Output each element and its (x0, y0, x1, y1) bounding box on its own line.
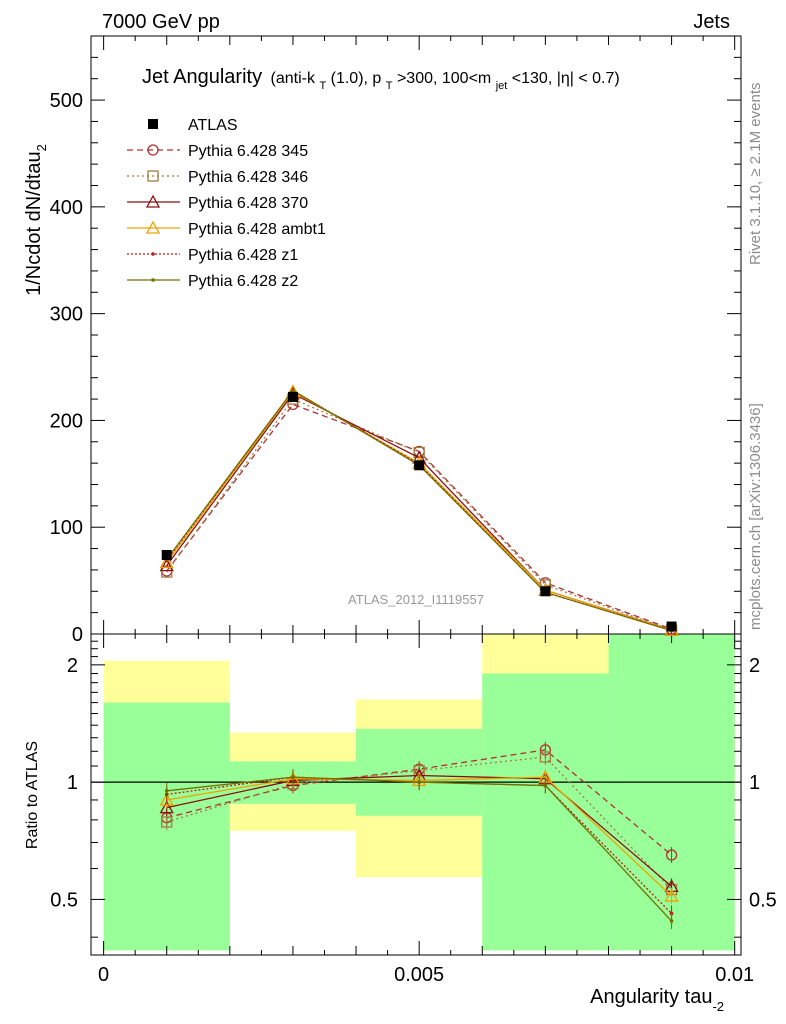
plot-title: Jet Angularity (anti-k T (1.0), p T >300… (142, 66, 620, 93)
ratio-y-tick-label: 0.5 (50, 889, 78, 911)
legend-label-2: Pythia 6.428 370 (188, 195, 308, 212)
legend-label-0: Pythia 6.428 345 (188, 143, 308, 160)
main-plot-series (159, 384, 679, 636)
ratio-series-3-point (664, 888, 679, 902)
x-axis-label-sub: -2 (712, 999, 724, 1014)
main-y-tick-label: 200 (50, 410, 83, 432)
atlas-data-point (666, 621, 677, 632)
header-right: Jets (693, 11, 730, 33)
main-y-tick-label: 500 (50, 90, 83, 112)
ratio-series-1-point (161, 816, 173, 828)
title-detail-mid1: (1.0), p (331, 70, 382, 87)
rivet-label: Rivet 3.1.10, ≥ 2.1M events (747, 83, 764, 266)
ratio-series-3-point (159, 792, 174, 806)
legend-marker-5 (151, 278, 155, 282)
legend-marker-0 (147, 144, 159, 156)
title-detail-sub1: T (319, 80, 326, 92)
title-detail-mid2: >300, 100<m (397, 70, 491, 87)
ratio-series-1-point (539, 751, 552, 763)
main-series-2-point (159, 558, 174, 572)
ratio-y-tick-label: 1 (67, 772, 78, 794)
analysis-watermark: ATLAS_2012_I1119557 (348, 592, 484, 607)
main-y-tick-label: 300 (50, 304, 83, 326)
title-detail-sub3: jet (495, 80, 508, 92)
legend-label-4: Pythia 6.428 z1 (188, 247, 298, 264)
atlas-data-point (287, 391, 298, 402)
inner-band-3 (482, 673, 609, 951)
main-series-5-point (291, 388, 295, 393)
main-y-tick-label: 400 (50, 197, 83, 219)
title-main: Jet Angularity (142, 66, 262, 88)
title-detail-pre: (anti-k (271, 70, 316, 87)
x-axis-label: Angularity tau-2 (590, 986, 724, 1014)
atlas-data-point (540, 586, 551, 597)
uncertainty-bands (103, 634, 735, 951)
ratio-y-axis-label: Ratio to ATLAS (24, 741, 41, 849)
legend-marker-3 (145, 220, 161, 234)
ratio-y-tick-label-right: 2 (749, 655, 760, 677)
atlas-data-point (161, 549, 172, 560)
ratio-series-0-point (665, 849, 678, 861)
legend-marker-1 (147, 170, 159, 182)
main-y-axis-label-sub: 2 (34, 144, 49, 151)
ratio-series-2-point (159, 800, 174, 814)
main-y-axis-label: 1/Ncdot dN/dtau2 (23, 144, 49, 296)
ratio-y-tick-label: 2 (67, 655, 78, 677)
legend-label-5: Pythia 6.428 z2 (188, 273, 298, 290)
atlas-data-point (414, 460, 425, 471)
main-y-tick-label: 0 (72, 624, 83, 646)
header-left: 7000 GeV pp (102, 11, 220, 33)
legend-label-3: Pythia 6.428 ambt1 (188, 221, 326, 238)
ratio-series-1-line (166, 756, 673, 891)
ratio-y-tick-label-right: 0.5 (749, 889, 777, 911)
legend: ATLAS Pythia 6.428 345 Pythia 6.428 346 Pyt… (127, 117, 326, 290)
mcplots-label: mcplots.cern.ch [arXiv:1306.3436] (747, 403, 764, 630)
x-tick-label: 0.005 (394, 964, 444, 986)
x-axis-label-text: Angularity tau (590, 986, 712, 1008)
ratio-series-5-point (543, 783, 548, 788)
ratio-series-5-point (669, 919, 674, 923)
ratio-series-5-point (291, 775, 295, 779)
main-y-tick-label: 100 (50, 517, 83, 539)
ratio-series-5-point (417, 780, 421, 784)
ratio-y-tick-label-right: 1 (749, 772, 760, 794)
ratio-plot-frame (90, 633, 742, 956)
legend-label-1: Pythia 6.428 346 (188, 169, 308, 186)
main-series-3-point (159, 555, 174, 569)
title-detail-post: <130, |η| < 0.7) (512, 70, 620, 87)
title-detail-sub2: T (386, 80, 393, 92)
x-tick-label: 0 (98, 964, 109, 986)
x-tick-label: 0.01 (715, 964, 754, 986)
ratio-series-5-point (164, 789, 169, 793)
legend-atlas-marker (148, 119, 158, 129)
legend-atlas-label: ATLAS (188, 117, 238, 134)
legend-marker-2 (145, 194, 161, 208)
legend-marker-4 (151, 252, 155, 256)
main-y-axis-label-text: 1/Ncdot dN/dtau (23, 151, 45, 296)
ratio-plot-series (159, 741, 679, 930)
